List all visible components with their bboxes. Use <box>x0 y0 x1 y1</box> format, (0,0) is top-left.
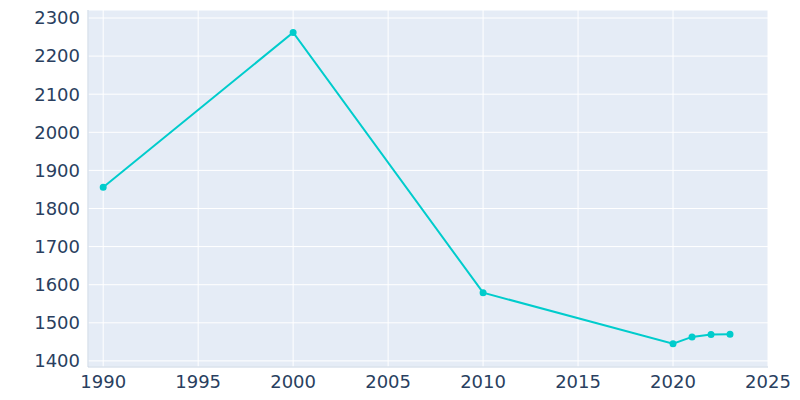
svg-text:1400: 1400 <box>34 350 80 371</box>
svg-text:2200: 2200 <box>34 45 80 66</box>
svg-text:1600: 1600 <box>34 274 80 295</box>
svg-text:2010: 2010 <box>460 371 506 392</box>
svg-text:2020: 2020 <box>650 371 696 392</box>
svg-text:2100: 2100 <box>34 84 80 105</box>
svg-text:2015: 2015 <box>555 371 601 392</box>
svg-text:1700: 1700 <box>34 236 80 257</box>
svg-text:1995: 1995 <box>175 371 221 392</box>
svg-text:2000: 2000 <box>270 371 316 392</box>
svg-text:2000: 2000 <box>34 122 80 143</box>
svg-text:2005: 2005 <box>365 371 411 392</box>
svg-text:1900: 1900 <box>34 160 80 181</box>
svg-text:2025: 2025 <box>745 371 791 392</box>
svg-text:1990: 1990 <box>80 371 126 392</box>
svg-text:1500: 1500 <box>34 312 80 333</box>
svg-text:2300: 2300 <box>34 7 80 28</box>
svg-text:1800: 1800 <box>34 198 80 219</box>
